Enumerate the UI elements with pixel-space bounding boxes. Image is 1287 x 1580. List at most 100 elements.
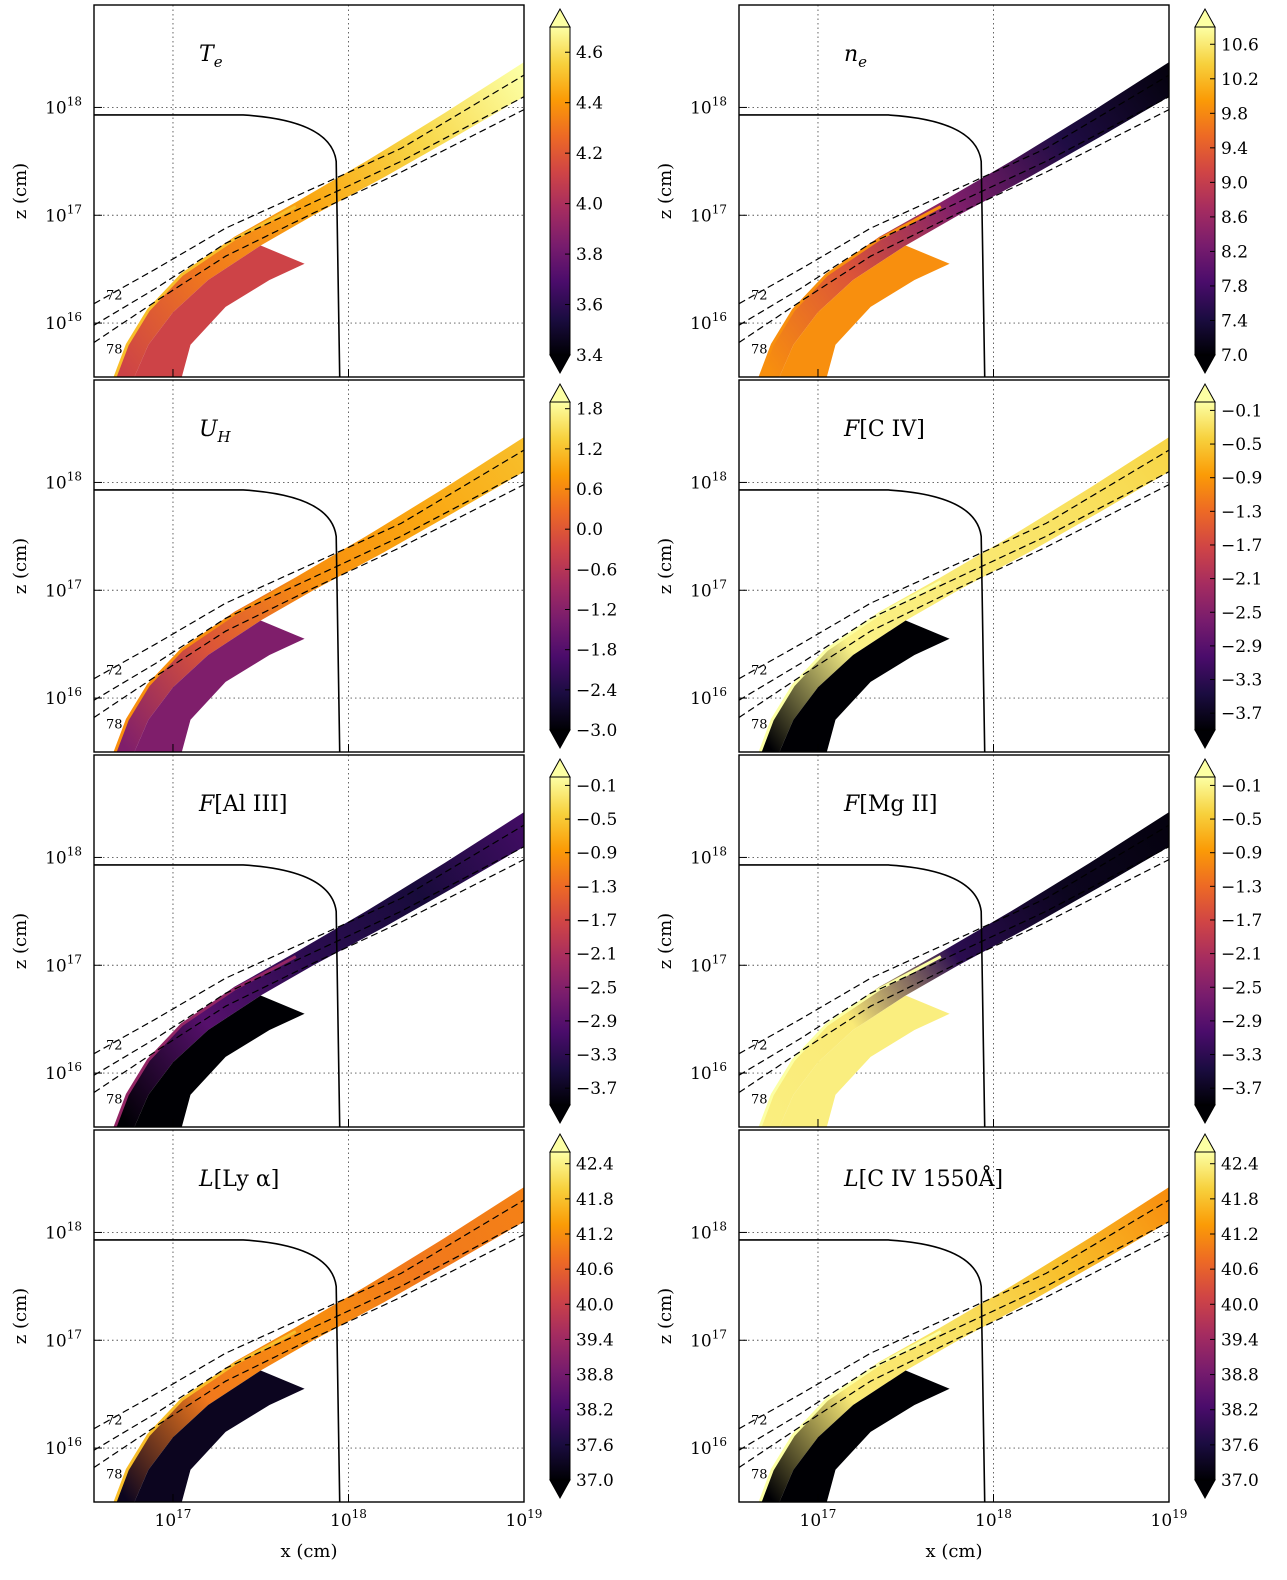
streamline-label: 78 — [106, 1092, 123, 1107]
z-tick-label: 1016 — [690, 310, 727, 334]
colorbar-tick-label: −1.8 — [576, 641, 617, 661]
colorbar-tick-label: 4.4 — [576, 94, 603, 114]
colorbar: 37.0 37.6 38.2 38.8 39.4 40.0 40.6 41.2 41.8 42.4 — [549, 1132, 614, 1500]
colorbar-tick-label: 37.6 — [576, 1436, 614, 1456]
streamline — [94, 1199, 524, 1430]
colorbar-scale — [1194, 776, 1216, 1106]
z-tick-label: 1016 — [45, 685, 82, 709]
panel-4: 72 78 F[C IV] 1016 1017 1018 z (cm) −3.7 −3.3 −2.… — [655, 379, 1262, 753]
z-axis-label: z (cm) — [655, 538, 676, 594]
colorbar-tick-label: 8.2 — [1221, 242, 1248, 262]
shielded-region — [779, 245, 950, 377]
colorbar-tick-label: 3.4 — [576, 346, 603, 366]
streamline — [94, 859, 524, 1093]
colorbar-tick-label: −2.5 — [576, 978, 617, 998]
panel-title: F[Al III] — [198, 792, 287, 817]
colorbar-tick-label: 4.2 — [576, 144, 603, 164]
plot-frame — [738, 379, 1170, 753]
shielded-region — [134, 620, 305, 752]
colorbar-tick-label: 7.8 — [1221, 277, 1248, 297]
panel-title: Te — [199, 42, 223, 71]
streamline — [94, 846, 524, 1076]
z-tick-label: 1018 — [690, 469, 727, 493]
colorbar-tick-label: 10.2 — [1221, 70, 1259, 90]
colorbar-extend-min — [549, 1104, 571, 1125]
colorbar-tick-label: 4.6 — [576, 43, 603, 63]
boundary-contour — [94, 864, 341, 1127]
colorbar-tick-label: 37.0 — [576, 1471, 614, 1491]
colorbar-extend-min — [1194, 729, 1216, 750]
wind-region — [760, 1187, 1169, 1502]
x-tick-label: 1019 — [1151, 1507, 1188, 1531]
colorbar: −3.7 −3.3 −2.9 −2.5 −2.1 −1.7 −1.3 −0.9 −0.5 −0.1 — [1194, 382, 1262, 750]
z-axis-label: z (cm) — [10, 163, 31, 219]
boundary-contour — [739, 864, 986, 1127]
plot-frame — [93, 379, 525, 753]
colorbar-tick-label: 0.6 — [576, 480, 603, 500]
z-tick-label: 1018 — [45, 469, 82, 493]
colorbar: −3.7 −3.3 −2.9 −2.5 −2.1 −1.7 −1.3 −0.9 −0.5 −0.1 — [549, 757, 617, 1125]
shielded-region — [779, 620, 950, 752]
streamline-label: 72 — [106, 1413, 123, 1428]
streamline-label: 78 — [751, 1092, 768, 1107]
x-tick-label: 1018 — [330, 1507, 367, 1531]
z-tick-label: 1018 — [690, 844, 727, 868]
colorbar-extend-max — [549, 1132, 571, 1153]
colorbar-tick-label: 37.6 — [1221, 1436, 1259, 1456]
z-tick-label: 1016 — [690, 685, 727, 709]
colorbar-tick-label: 4.0 — [576, 195, 603, 215]
colorbar-extend-min — [1194, 1104, 1216, 1125]
panel-title: F[Mg II] — [843, 792, 937, 817]
streamline-label: 72 — [751, 288, 768, 303]
plot-frame — [93, 1129, 525, 1503]
z-tick-label: 1017 — [690, 577, 727, 601]
colorbar-tick-label: −2.5 — [1221, 603, 1262, 623]
x-tick-label: 1019 — [506, 1507, 543, 1531]
z-tick-label: 1016 — [45, 1060, 82, 1084]
colorbar-tick-label: −0.6 — [576, 560, 617, 580]
colorbar-tick-label: 40.0 — [576, 1295, 614, 1315]
colorbar-tick-label: 38.8 — [1221, 1366, 1259, 1386]
streamline — [94, 74, 524, 305]
streamline — [94, 449, 524, 680]
boundary-contour — [94, 114, 341, 377]
wind-edge — [758, 955, 942, 1127]
streamline-label: 72 — [106, 663, 123, 678]
shielded-region — [134, 1370, 305, 1502]
colorbar-extend-max — [549, 757, 571, 778]
colorbar-extend-max — [549, 7, 571, 28]
colorbar: −3.7 −3.3 −2.9 −2.5 −2.1 −1.7 −1.3 −0.9 −0.5 −0.1 — [1194, 757, 1262, 1125]
colorbar-extend-min — [549, 354, 571, 375]
colorbar-tick-label: −3.7 — [1221, 1079, 1262, 1099]
colorbar-tick-label: −2.1 — [1221, 945, 1262, 965]
streamline — [739, 846, 1169, 1076]
wind-region — [115, 62, 524, 377]
z-axis-label: z (cm) — [655, 1288, 676, 1344]
wind-region — [760, 812, 1169, 1127]
z-tick-label: 1017 — [45, 952, 82, 976]
colorbar-tick-label: −1.3 — [1221, 877, 1262, 897]
colorbar-scale — [549, 401, 571, 731]
streamline-label: 72 — [106, 288, 123, 303]
colorbar-tick-label: 37.0 — [1221, 1471, 1259, 1491]
shielded-region — [779, 1370, 950, 1502]
shielded-region — [134, 995, 305, 1127]
x-axis-label: x (cm) — [925, 1541, 982, 1562]
colorbar-tick-label: 41.2 — [576, 1225, 614, 1245]
streamline-label: 78 — [751, 342, 768, 357]
streamline — [94, 824, 524, 1055]
colorbar-tick-label: 42.4 — [1221, 1155, 1259, 1175]
colorbar-tick-label: 41.2 — [1221, 1225, 1259, 1245]
z-tick-label: 1016 — [690, 1060, 727, 1084]
streamline-label: 78 — [106, 717, 123, 732]
panel-6: 72 78 F[Mg II] 1016 1017 1018 z (cm) −3.7 −3.3 −2… — [655, 754, 1262, 1128]
z-tick-label: 1017 — [690, 1327, 727, 1351]
colorbar-tick-label: 39.4 — [576, 1330, 614, 1350]
panel-title: F[C IV] — [843, 417, 925, 442]
colorbar-tick-label: −2.4 — [576, 681, 617, 701]
streamline — [739, 1199, 1169, 1430]
streamline — [94, 109, 524, 343]
x-tick-label: 1017 — [800, 1507, 837, 1531]
wind-region — [760, 62, 1169, 377]
